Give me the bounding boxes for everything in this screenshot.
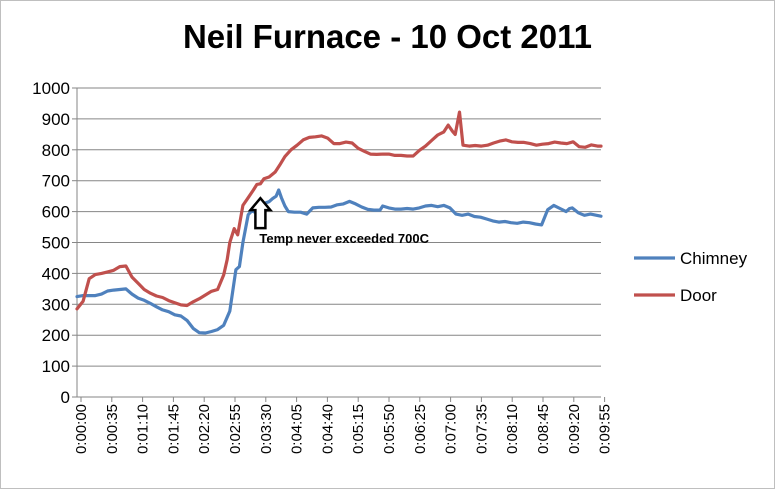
y-tick-label: 900 (42, 110, 70, 129)
y-tick-label: 100 (42, 357, 70, 376)
y-tick-label: 1000 (32, 79, 70, 98)
x-tick-label: 0:09:55 (597, 404, 614, 454)
x-tick-label: 0:01:10 (135, 404, 152, 454)
annotation-text: Temp never exceeded 700C (259, 231, 429, 246)
x-tick-label: 0:02:55 (227, 404, 244, 454)
x-tick-label: 0:04:40 (319, 404, 336, 454)
x-tick-label: 0:04:05 (289, 404, 306, 454)
series-lines (75, 110, 603, 335)
x-tick-labels: 0:00:00 0:00:35 0:01:10 0:01:45 0:02:20 0:02:… (73, 404, 614, 454)
series-line-chimney (75, 188, 603, 335)
x-tick-label: 0:09:20 (566, 404, 583, 454)
x-tick-label: 0:01:45 (165, 404, 182, 454)
y-tick-label: 300 (42, 295, 70, 314)
y-tick-label: 700 (42, 172, 70, 191)
y-tick-label: 800 (42, 141, 70, 160)
x-tick-label: 0:03:30 (258, 404, 275, 454)
x-tick-label: 0:02:20 (196, 404, 213, 454)
y-tick-label: 500 (42, 234, 70, 253)
x-tick-label: 0:05:50 (381, 404, 398, 454)
y-tick-label: 0 (61, 388, 70, 407)
gridlines (77, 87, 601, 367)
y-tick-label: 600 (42, 203, 70, 222)
legend-label-chimney: Chimney (680, 249, 748, 268)
x-tick-label: 0:05:15 (350, 404, 367, 454)
series-line-door (75, 110, 603, 311)
y-tick-label: 400 (42, 264, 70, 283)
x-tick-label: 0:08:10 (504, 404, 521, 454)
x-tick-label: 0:00:35 (104, 404, 121, 454)
x-tick-label: 0:07:35 (473, 404, 490, 454)
chart-title: Neil Furnace - 10 Oct 2011 (182, 18, 593, 55)
legend-label-door: Door (680, 286, 717, 305)
x-tick-label: 0:08:45 (535, 404, 552, 454)
legend: Chimney Door (634, 249, 748, 305)
annotation-group: Temp never exceeded 700C (247, 196, 430, 246)
up-arrow-icon (247, 196, 274, 230)
y-tick-label: 200 (42, 326, 70, 345)
x-tick-label: 0:06:25 (412, 404, 429, 454)
y-tick-labels: 0 100 200 300 400 500 600 700 800 900 1000 (32, 79, 70, 407)
x-tick-label: 0:07:00 (443, 404, 460, 454)
x-tick-label: 0:00:00 (73, 404, 90, 454)
axes (72, 87, 606, 402)
